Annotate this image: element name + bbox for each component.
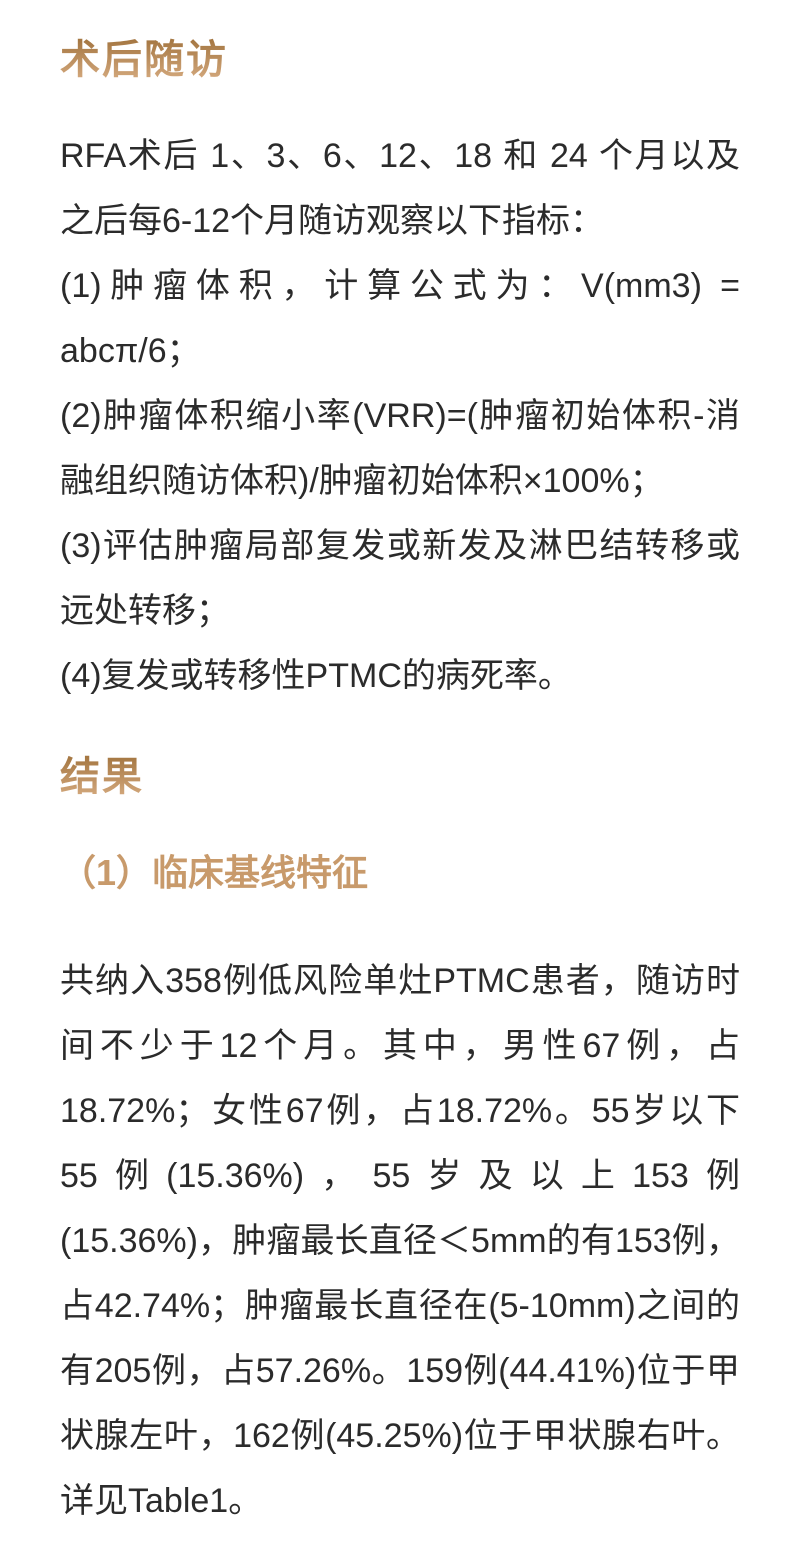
paragraph-item-1-tumor-volume: (1)肿瘤体积，计算公式为：V(mm3) = abcπ/6； <box>60 267 740 370</box>
section-heading-postop-followup: 术后随访 <box>60 38 740 82</box>
paragraph-item-3-recurrence-metastasis: (3)评估肿瘤局部复发或新发及淋巴结转移或远处转移； <box>60 527 740 630</box>
section-heading-results: 结果 <box>60 755 740 799</box>
subsection-heading-clinical-baseline: （1）临床基线特征 <box>60 852 369 893</box>
paragraph-item-2-volume-reduction-rate: (2)肿瘤体积缩小率(VRR)=(肿瘤初始体积-消融组织随访体积)/肿瘤初始体积… <box>60 397 740 500</box>
paragraph-followup-schedule: RFA术后 1、3、6、12、18 和 24 个月以及之后每6-12个月随访观察… <box>60 137 740 240</box>
paragraph-baseline-characteristics: 共纳入358例低风险单灶PTMC患者，随访时间不少于12个月。其中，男性67例，… <box>60 962 740 1520</box>
followup-paragraph-group: RFA术后 1、3、6、12、18 和 24 个月以及之后每6-12个月随访观察… <box>60 124 740 709</box>
paragraph-item-4-mortality: (4)复发或转移性PTMC的病死率。 <box>60 657 572 695</box>
